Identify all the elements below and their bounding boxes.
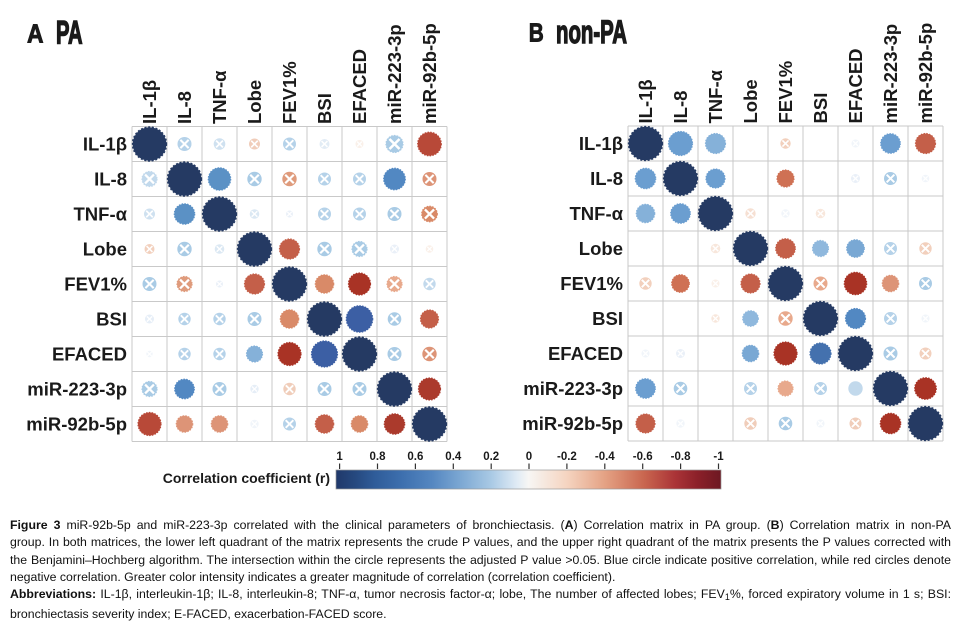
svg-text:miR-92b-5p: miR-92b-5p: [915, 23, 936, 124]
svg-text:Lobe: Lobe: [244, 80, 265, 124]
svg-text:FEV1%: FEV1%: [560, 273, 623, 294]
svg-text:Lobe: Lobe: [740, 79, 761, 123]
svg-text:BSI: BSI: [592, 308, 623, 329]
svg-text:EFACED: EFACED: [52, 344, 127, 365]
svg-text:miR-92b-5p: miR-92b-5p: [522, 413, 623, 434]
svg-text:TNF-α: TNF-α: [209, 70, 230, 124]
svg-text:IL-8: IL-8: [94, 169, 127, 190]
svg-text:IL-1β: IL-1β: [139, 80, 160, 124]
svg-text:TNF-α: TNF-α: [705, 69, 726, 123]
svg-text:Correlation coefficient (r): Correlation coefficient (r): [163, 470, 330, 486]
svg-text:IL-8: IL-8: [174, 91, 195, 124]
svg-text:A: A: [27, 18, 44, 48]
svg-text:miR-223-3p: miR-223-3p: [384, 24, 405, 124]
svg-text:BSI: BSI: [96, 309, 127, 330]
svg-text:IL-1β: IL-1β: [635, 79, 656, 123]
svg-text:miR-223-3p: miR-223-3p: [27, 379, 127, 400]
svg-text:IL-8: IL-8: [670, 91, 691, 124]
svg-text:FEV1%: FEV1%: [64, 274, 127, 295]
svg-text:0.6: 0.6: [407, 451, 423, 463]
svg-text:1: 1: [336, 451, 343, 463]
svg-text:0.4: 0.4: [445, 451, 462, 463]
svg-text:BSI: BSI: [314, 93, 335, 124]
svg-text:TNF-α: TNF-α: [570, 203, 624, 224]
svg-text:EFACED: EFACED: [349, 49, 370, 124]
svg-text:IL-1β: IL-1β: [83, 134, 127, 155]
svg-text:miR-223-3p: miR-223-3p: [880, 24, 901, 124]
svg-text:PA: PA: [56, 15, 83, 51]
svg-text:non-PA: non-PA: [556, 14, 627, 50]
svg-text:Lobe: Lobe: [579, 238, 623, 259]
svg-text:-1: -1: [713, 451, 724, 463]
svg-text:EFACED: EFACED: [548, 343, 623, 364]
svg-text:FEV1%: FEV1%: [775, 61, 796, 124]
svg-text:IL-1β: IL-1β: [579, 133, 623, 154]
svg-text:FEV1%: FEV1%: [279, 61, 300, 124]
svg-text:0.8: 0.8: [370, 451, 387, 463]
svg-text:miR-223-3p: miR-223-3p: [523, 378, 623, 399]
svg-text:-0.8: -0.8: [671, 451, 691, 463]
svg-text:-0.2: -0.2: [557, 451, 577, 463]
svg-text:-0.6: -0.6: [633, 451, 653, 463]
svg-text:TNF-α: TNF-α: [74, 204, 128, 225]
svg-text:0.2: 0.2: [483, 451, 499, 463]
svg-text:EFACED: EFACED: [845, 48, 866, 123]
svg-text:miR-92b-5p: miR-92b-5p: [26, 414, 127, 435]
svg-text:-0.4: -0.4: [595, 451, 615, 463]
svg-text:Lobe: Lobe: [83, 239, 127, 260]
svg-text:BSI: BSI: [810, 93, 831, 124]
svg-text:IL-8: IL-8: [590, 168, 623, 189]
svg-text:miR-92b-5p: miR-92b-5p: [419, 23, 440, 124]
svg-text:0: 0: [526, 451, 532, 463]
svg-text:B: B: [529, 18, 544, 48]
